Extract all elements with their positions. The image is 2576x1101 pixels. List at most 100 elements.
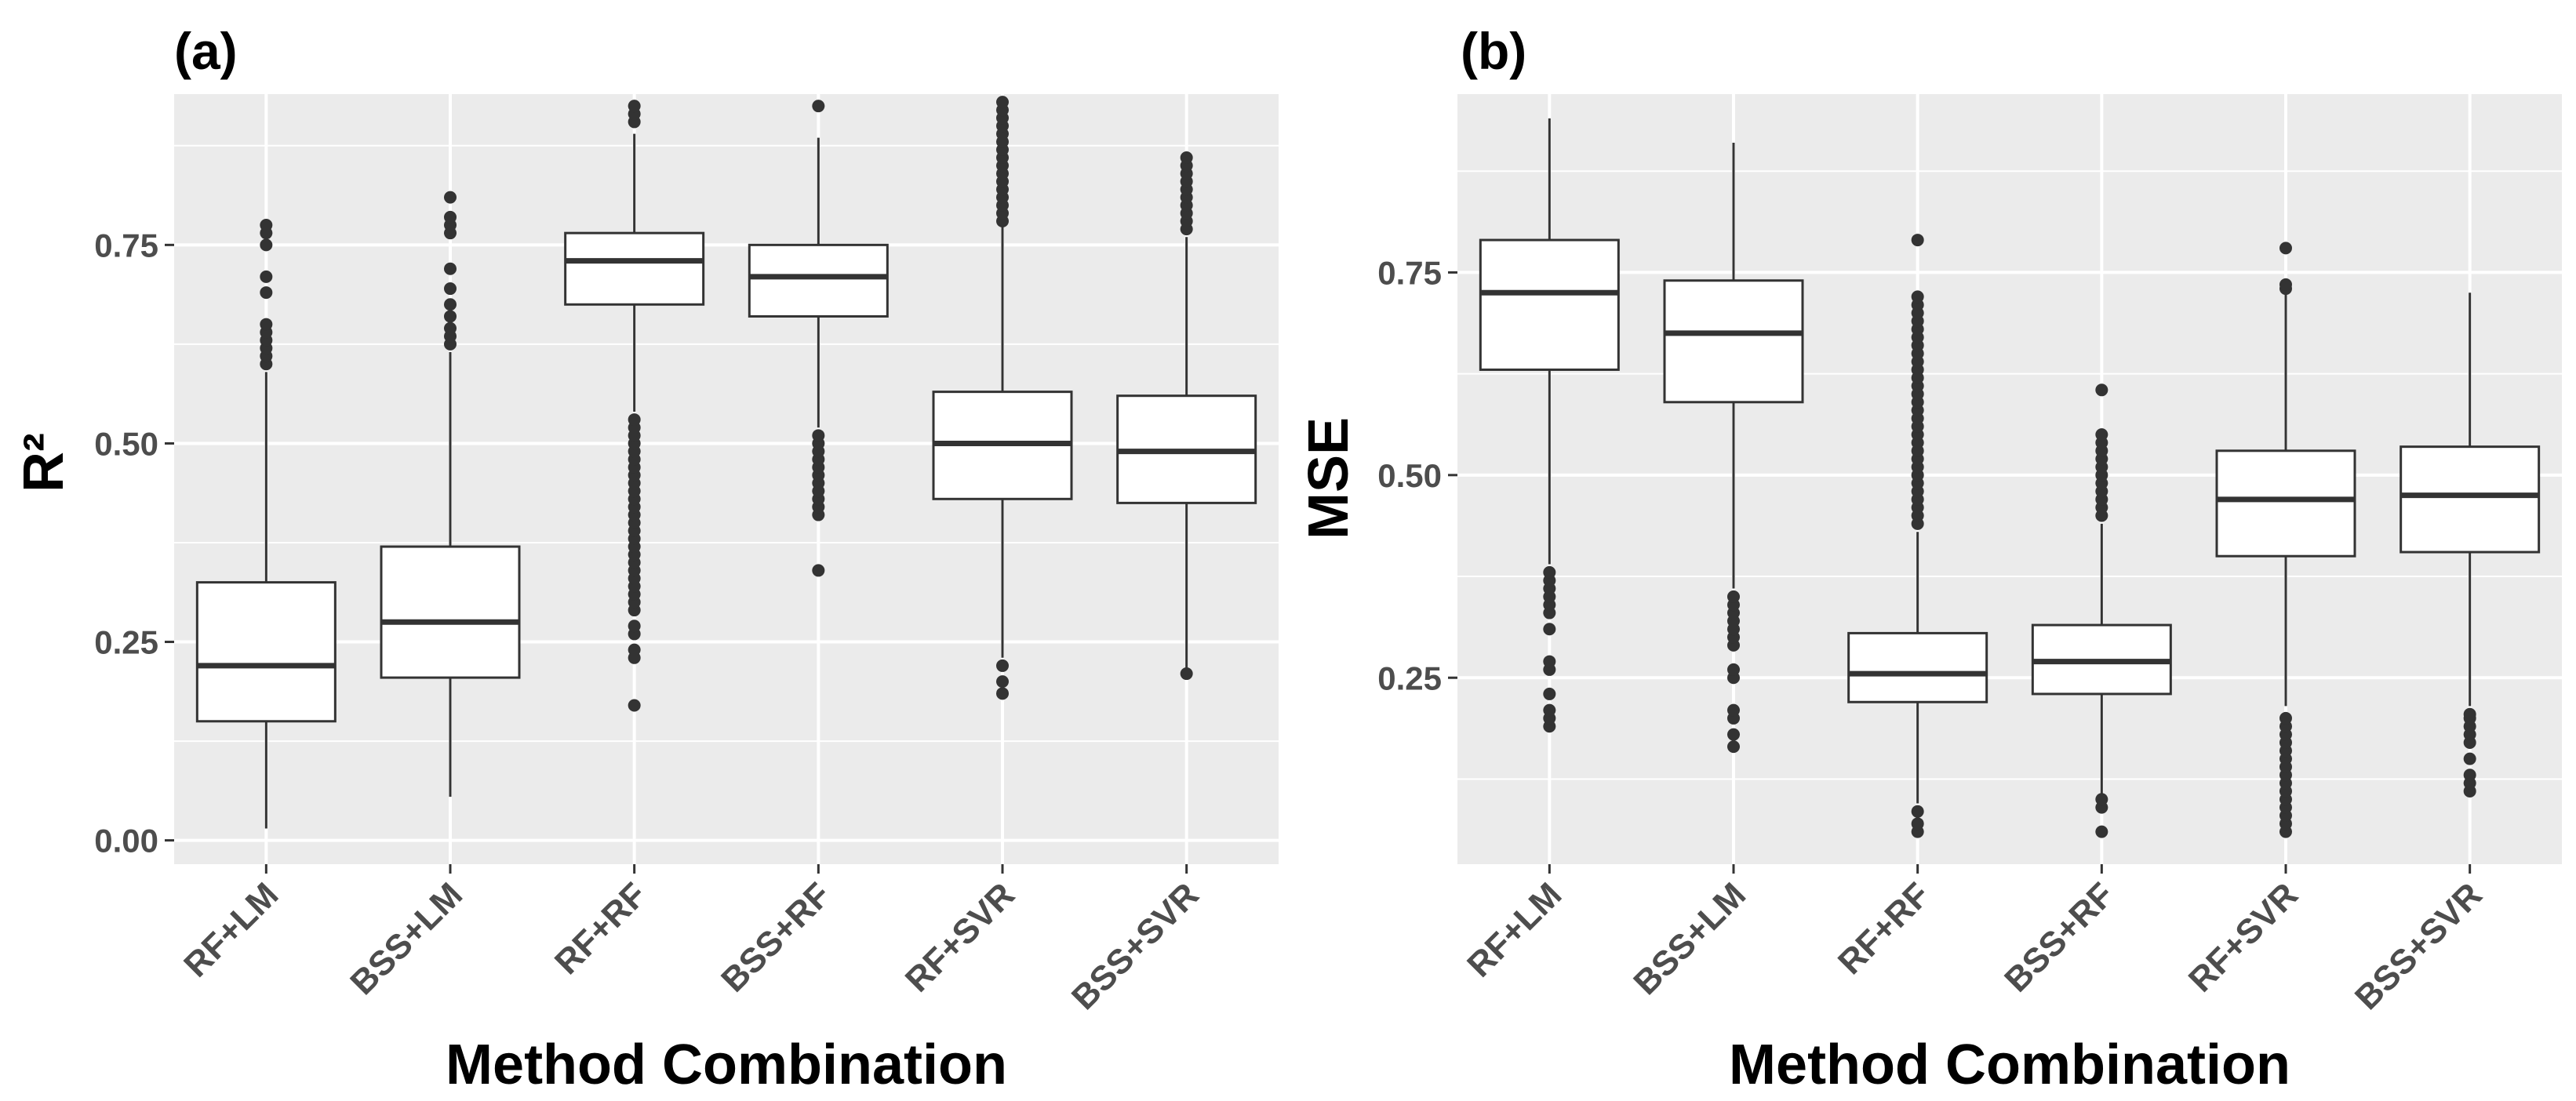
outlier-point-10 <box>1180 151 1193 164</box>
outlier-point-0 <box>1727 740 1740 754</box>
outlier-point-6 <box>444 262 457 275</box>
x-tick-label-4: RF+SVR <box>898 875 1022 999</box>
box-iqr <box>380 545 521 679</box>
y-tick-label-3: 0.75 <box>94 227 158 263</box>
outlier-point-0 <box>2095 825 2108 838</box>
x-tick-label-0: RF+LM <box>1460 875 1569 984</box>
outlier-point-2 <box>628 643 641 656</box>
outlier-point-6 <box>260 286 273 300</box>
x-tick-label-2: RF+RF <box>548 875 654 982</box>
box-bss-svr <box>2400 293 2541 798</box>
y-tick-label-0: 0.00 <box>94 823 158 859</box>
box-rf-svr <box>2215 242 2356 838</box>
y-tick-label-2: 0.75 <box>1377 254 1442 291</box>
box-iqr <box>1663 279 1804 404</box>
x-tick-label-5: BSS+SVR <box>2348 875 2490 1017</box>
plot-background-b <box>1457 94 2562 864</box>
box-rf-lm <box>1479 118 1620 733</box>
outlier-point-2 <box>444 322 457 335</box>
outlier-point-4 <box>628 620 641 633</box>
outlier-point-5 <box>1543 655 1556 668</box>
boxes-a <box>195 96 1257 829</box>
box-bss-rf <box>2031 383 2172 838</box>
y-ticks-a: 0.00 0.25 0.50 0.75 <box>94 227 174 859</box>
outlier-point-9 <box>444 210 457 223</box>
x-tick-label-5: BSS+SVR <box>1064 875 1206 1017</box>
outlier-point-8 <box>260 238 273 252</box>
outlier-point-1 <box>1727 728 1740 741</box>
outlier-point-2 <box>2095 793 2108 806</box>
x-axis-title-a: Method Combination <box>446 1034 1007 1096</box>
outlier-point-16 <box>2279 278 2292 291</box>
y-axis-title-a: R² <box>13 433 75 492</box>
outlier-point-3 <box>444 310 457 323</box>
outlier-point-11 <box>812 429 825 442</box>
outlier-point-31 <box>1911 290 1924 303</box>
x-axis-title-b: Method Combination <box>1729 1034 2290 1096</box>
outlier-point-14 <box>2279 711 2292 725</box>
outlier-point-2 <box>996 659 1009 672</box>
x-ticks-b: RF+LM BSS+LM RF+RF BSS+RF RF+SVR BSS+SVR <box>1460 864 2490 1017</box>
panel-label-b: (b) <box>1461 22 1526 80</box>
x-tick-label-3: BSS+RF <box>1997 875 2121 999</box>
outlier-point-3 <box>1727 703 1740 717</box>
outlier-point-7 <box>260 270 273 283</box>
x-tick-label-0: RF+LM <box>176 875 286 984</box>
box-bss-rf <box>748 100 889 577</box>
outlier-point-12 <box>1727 590 1740 603</box>
box-bss-lm <box>1663 143 1804 754</box>
outlier-point-3 <box>2463 752 2476 765</box>
outlier-point-2 <box>1543 703 1556 717</box>
outlier-point-32 <box>1911 234 1924 247</box>
outlier-point-8 <box>2463 707 2476 721</box>
outlier-point-12 <box>812 100 825 113</box>
outlier-point-0 <box>1180 667 1193 681</box>
panel-label-a: (a) <box>174 22 238 80</box>
outlier-point-13 <box>2095 428 2108 441</box>
outlier-point-3 <box>1543 687 1556 700</box>
box-iqr <box>2400 445 2541 554</box>
x-tick-label-1: BSS+LM <box>1626 875 1753 1002</box>
plot-background-a <box>174 94 1279 864</box>
outlier-point-5 <box>444 282 457 296</box>
outlier-point-4 <box>444 298 457 311</box>
outlier-point-32 <box>628 100 641 113</box>
y-ticks-b: 0.25 0.50 0.75 <box>1377 254 1457 696</box>
outlier-point-29 <box>628 413 641 427</box>
y-tick-label-2: 0.50 <box>94 425 158 462</box>
box-bss-lm <box>380 191 521 797</box>
outlier-point-17 <box>2279 242 2292 255</box>
box-iqr <box>748 243 889 318</box>
y-axis-title-b: MSE <box>1297 417 1360 540</box>
outlier-point-12 <box>1543 565 1556 579</box>
outlier-point-6 <box>1543 623 1556 636</box>
box-bss-svr <box>1116 151 1257 681</box>
box-iqr <box>1479 238 1620 371</box>
y-tick-label-0: 0.25 <box>1377 660 1442 696</box>
outlier-point-1 <box>996 675 1009 689</box>
box-iqr <box>195 581 337 723</box>
outlier-point-10 <box>260 219 273 232</box>
box-iqr <box>2215 449 2356 558</box>
outlier-point-0 <box>812 564 825 577</box>
box-rf-rf <box>1847 234 1988 838</box>
outlier-point-5 <box>260 318 273 331</box>
y-tick-label-1: 0.25 <box>94 624 158 661</box>
box-rf-lm <box>195 219 337 829</box>
x-tick-label-4: RF+SVR <box>2181 875 2305 999</box>
box-iqr <box>564 231 705 306</box>
x-tick-label-2: RF+RF <box>1831 875 1937 982</box>
panel-b: (b) 0.250.500.75 RF+LM BSS+LM RF+RF BSS+RF R… <box>1297 22 2562 1096</box>
x-tick-label-1: BSS+LM <box>343 875 470 1002</box>
outlier-point-18 <box>996 96 1009 109</box>
x-ticks-a: RF+LM BSS+LM RF+RF BSS+RF RF+SVR BSS+SVR <box>176 864 1206 1017</box>
boxes-b <box>1479 118 2541 838</box>
box-rf-svr <box>932 96 1073 700</box>
outlier-point-1 <box>1911 817 1924 830</box>
outlier-point-5 <box>1727 663 1740 676</box>
outlier-point-10 <box>444 191 457 204</box>
outlier-point-0 <box>628 699 641 712</box>
outlier-point-14 <box>2095 383 2108 397</box>
outlier-point-0 <box>996 687 1009 700</box>
